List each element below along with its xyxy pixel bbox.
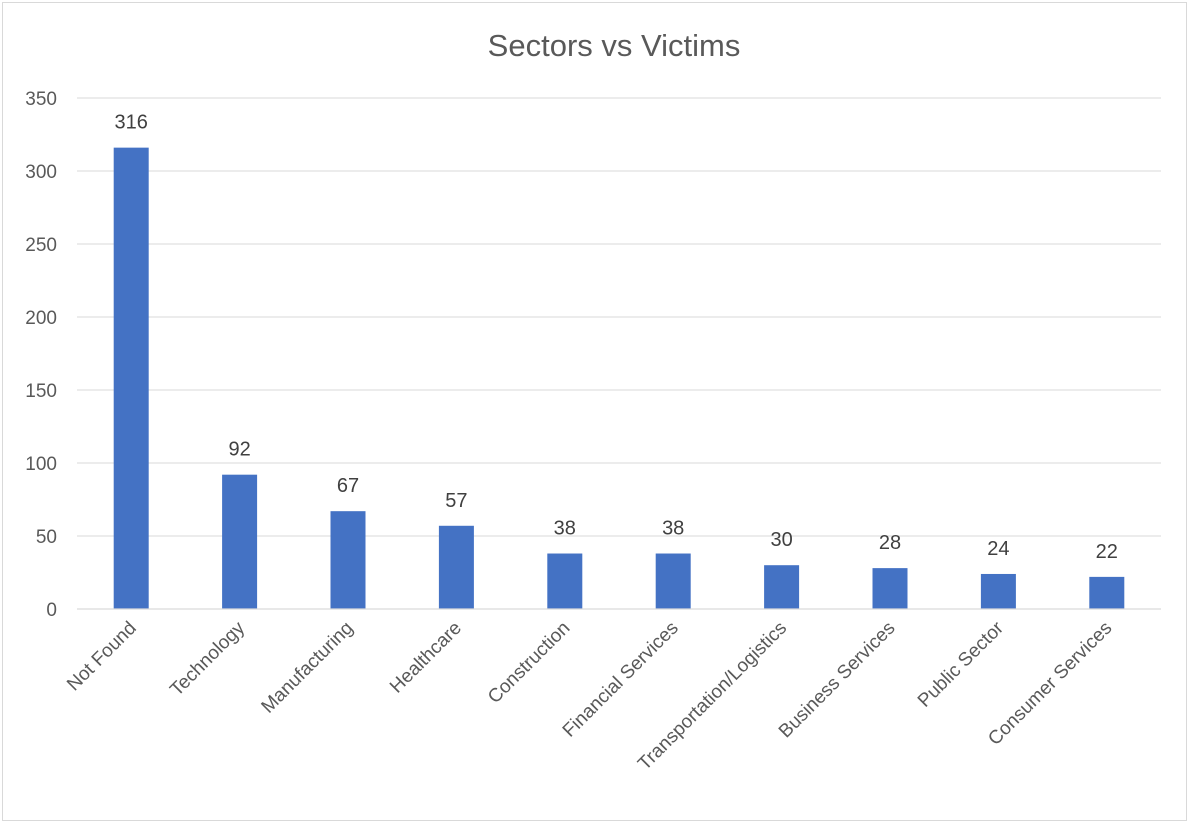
bar — [330, 511, 366, 609]
category-label: Public Sector — [914, 617, 1008, 711]
y-tick-label: 250 — [25, 235, 57, 256]
bar — [655, 553, 691, 609]
data-label: 92 — [228, 439, 250, 461]
category-label: Not Found — [63, 618, 141, 696]
bars — [113, 147, 1125, 609]
data-labels: 316 92 67 57 38 38 30 28 24 22 — [115, 112, 1118, 563]
category-label: Financial Services — [559, 618, 683, 742]
category-label: Construction — [484, 618, 574, 708]
data-label: 38 — [662, 518, 684, 540]
chart-title: Sectors vs Victims — [488, 28, 741, 63]
bar — [222, 474, 258, 609]
y-tick-label: 50 — [36, 527, 57, 548]
x-axis-category-labels: Not Found Technology Manufacturing Healthca… — [63, 617, 1116, 774]
y-tick-label: 150 — [25, 381, 57, 402]
y-tick-label: 0 — [46, 600, 57, 621]
bar — [113, 147, 149, 609]
category-label: Technology — [166, 617, 249, 700]
data-label: 24 — [987, 538, 1009, 560]
category-label: Manufacturing — [258, 618, 358, 718]
category-label: Healthcare — [386, 618, 466, 698]
bar — [438, 525, 474, 609]
category-label: Business Services — [775, 618, 900, 743]
data-label: 316 — [115, 112, 148, 134]
data-label: 22 — [1096, 541, 1118, 563]
data-label: 28 — [879, 532, 901, 554]
data-label: 57 — [445, 490, 467, 512]
y-tick-label: 300 — [25, 162, 57, 183]
gridlines — [77, 97, 1161, 537]
data-label: 30 — [770, 529, 792, 551]
y-tick-label: 100 — [25, 454, 57, 475]
y-axis-tick-labels: 0 50 100 150 200 250 300 350 — [25, 89, 57, 621]
bar — [1089, 576, 1125, 609]
y-tick-label: 350 — [25, 89, 57, 110]
data-label: 67 — [337, 475, 359, 497]
category-label: Consumer Services — [984, 618, 1116, 750]
bar — [764, 565, 800, 609]
data-label: 38 — [554, 518, 576, 540]
bar — [872, 568, 908, 609]
bar — [980, 573, 1016, 609]
bar — [547, 553, 583, 609]
y-tick-label: 200 — [25, 308, 57, 329]
